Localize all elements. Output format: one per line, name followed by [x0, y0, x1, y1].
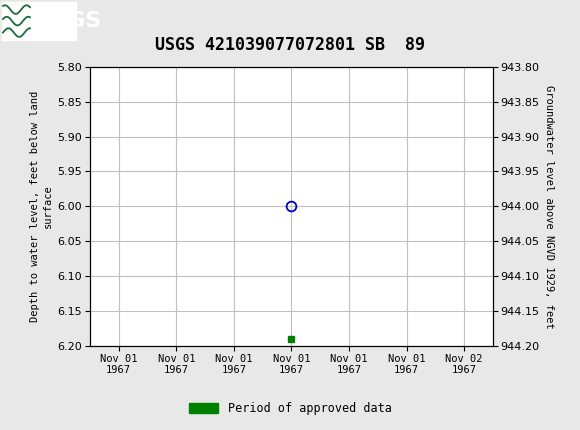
Y-axis label: Depth to water level, feet below land
surface: Depth to water level, feet below land su…	[30, 91, 53, 322]
Text: USGS 421039077072801 SB  89: USGS 421039077072801 SB 89	[155, 36, 425, 54]
Legend: Period of approved data: Period of approved data	[184, 397, 396, 420]
Bar	[2, 2, 76, 40]
Text: USGS: USGS	[33, 11, 102, 31]
Y-axis label: Groundwater level above NGVD 1929, feet: Groundwater level above NGVD 1929, feet	[544, 85, 554, 328]
